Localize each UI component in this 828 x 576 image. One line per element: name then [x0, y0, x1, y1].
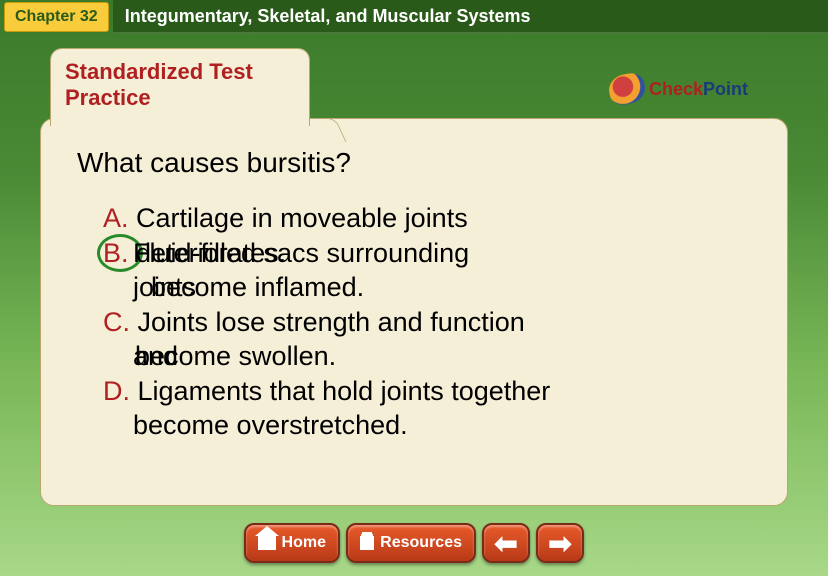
answer-letter-c: C. [103, 307, 130, 337]
bottom-nav: Home Resources ⬅ ➡ [0, 516, 828, 570]
chapter-tab: Chapter 32 [4, 2, 109, 32]
checkpoint-check-text: Check [649, 79, 703, 99]
answer-letter-a: A. [103, 203, 129, 233]
answer-b-line1-overlay: Fluid-filled sacs surrounding [133, 236, 469, 271]
page-title-bar: Integumentary, Skeletal, and Muscular Sy… [113, 0, 828, 34]
folder-tab-cut [305, 118, 346, 142]
section-heading-line2: Practice [65, 85, 295, 111]
chapter-label: Chapter 32 [15, 8, 98, 26]
answer-b[interactable]: B. deteriorates. Fluid-filled sacs surro… [103, 236, 751, 305]
answer-list: A. Cartilage in moveable joints B. deter… [77, 201, 751, 443]
answer-d-line2: become overstretched. [103, 408, 751, 443]
prev-button[interactable]: ⬅ [482, 523, 530, 563]
answer-d[interactable]: D. Ligaments that hold joints together b… [103, 374, 751, 443]
top-bar: Chapter 32 Integumentary, Skeletal, and … [0, 0, 828, 34]
question-text: What causes bursitis? [77, 147, 751, 179]
section-tab: Standardized Test Practice [50, 48, 310, 126]
resources-button[interactable]: Resources [346, 523, 476, 563]
home-button[interactable]: Home [244, 523, 340, 563]
checkpoint-badge: CheckPoint [609, 74, 748, 104]
folder-body: What causes bursitis? A. Cartilage in mo… [40, 118, 788, 506]
home-label: Home [282, 534, 326, 552]
checkpoint-swirl-icon [607, 71, 648, 107]
answer-c-line2-overlay: become swollen. [135, 339, 336, 374]
resources-label: Resources [380, 534, 462, 552]
answer-a[interactable]: A. Cartilage in moveable joints [103, 201, 751, 236]
checkpoint-point-text: Point [703, 79, 748, 99]
answer-b-line2-overlay: become inflamed. [151, 270, 364, 305]
answer-d-line1: Ligaments that hold joints together [138, 376, 551, 406]
answer-text-a: Cartilage in moveable joints [136, 203, 468, 233]
section-heading-line1: Standardized Test [65, 59, 295, 85]
resources-icon [360, 536, 374, 550]
answer-letter-b: B. [103, 238, 129, 268]
answer-c-line1: Joints lose strength and function [138, 307, 525, 337]
arrow-left-icon: ⬅ [494, 527, 517, 560]
next-button[interactable]: ➡ [536, 523, 584, 563]
content-area: Standardized Test Practice CheckPoint Wh… [40, 48, 788, 506]
answer-letter-d: D. [103, 376, 130, 406]
page-title: Integumentary, Skeletal, and Muscular Sy… [125, 6, 531, 27]
answer-c[interactable]: C. Joints lose strength and function and… [103, 305, 751, 374]
home-icon [258, 536, 276, 550]
arrow-right-icon: ➡ [548, 527, 571, 560]
